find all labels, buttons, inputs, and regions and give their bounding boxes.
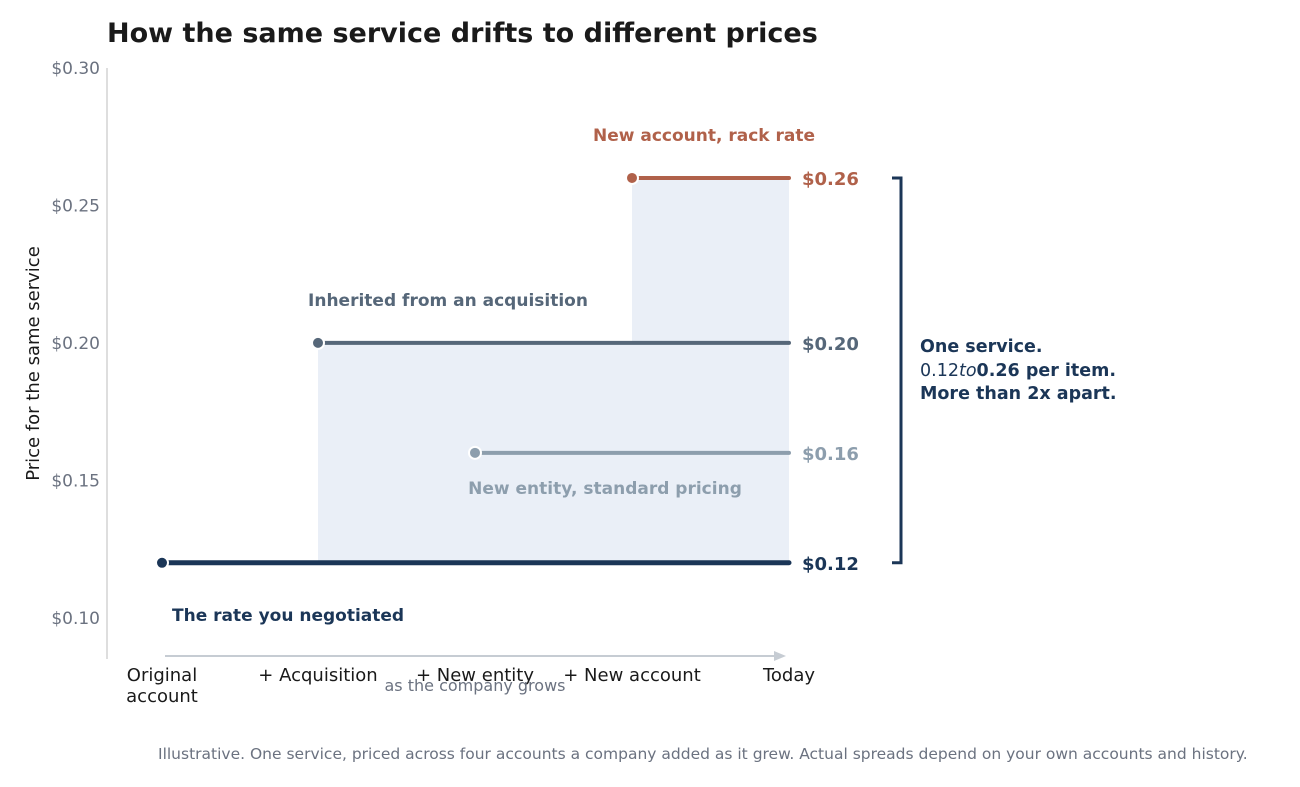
x-tick-label: + New account bbox=[563, 665, 701, 686]
summary-low-value: 0.12 bbox=[920, 360, 959, 381]
y-tick-label: $0.10 bbox=[51, 609, 100, 629]
series-name-label: Inherited from an acquisition bbox=[308, 291, 588, 311]
y-tick-label: $0.25 bbox=[51, 196, 100, 216]
y-tick-label: $0.30 bbox=[51, 59, 100, 79]
x-tick-label: + Acquisition bbox=[258, 665, 377, 686]
series-end-value-label: $0.20 bbox=[802, 334, 859, 355]
series-end-value-label: $0.16 bbox=[802, 444, 859, 465]
series-end-value-label: $0.26 bbox=[802, 169, 859, 190]
series-start-point bbox=[468, 445, 482, 460]
y-tick-label: $0.20 bbox=[51, 334, 100, 354]
series-name-label: New entity, standard pricing bbox=[468, 479, 742, 499]
price-spread-band bbox=[318, 177, 789, 563]
x-axis-label: as the company grows bbox=[385, 676, 566, 695]
summary-high-value: 0.26 per item. bbox=[976, 360, 1117, 381]
summary-annotation: One service. 0.12to0.26 per item. More t… bbox=[920, 336, 1117, 407]
x-tick-label: Today bbox=[762, 665, 815, 686]
series-end-value-label: $0.12 bbox=[802, 554, 859, 575]
series-start-point bbox=[625, 170, 639, 185]
series-name-label: New account, rack rate bbox=[593, 126, 815, 146]
summary-line-3: More than 2x apart. bbox=[920, 384, 1117, 404]
chart-title: How the same service drifts to different… bbox=[107, 18, 818, 49]
summary-line-2: 0.12to0.26 per item. bbox=[920, 360, 1117, 384]
summary-line-1: One service. bbox=[920, 337, 1043, 357]
series-start-point bbox=[311, 335, 325, 350]
range-bracket bbox=[892, 176, 903, 565]
series-name-label: The rate you negotiated bbox=[172, 606, 404, 626]
y-axis-label: Price for the same service bbox=[23, 246, 44, 481]
y-tick-label: $0.15 bbox=[51, 471, 100, 491]
series-start-point bbox=[155, 555, 169, 570]
growth-arrow-head bbox=[774, 651, 786, 661]
x-tick-label: Original account bbox=[126, 665, 198, 707]
x-tick-label: + New entity bbox=[416, 665, 534, 686]
footnote: Illustrative. One service, priced across… bbox=[158, 745, 1248, 763]
summary-to: to bbox=[958, 360, 977, 381]
